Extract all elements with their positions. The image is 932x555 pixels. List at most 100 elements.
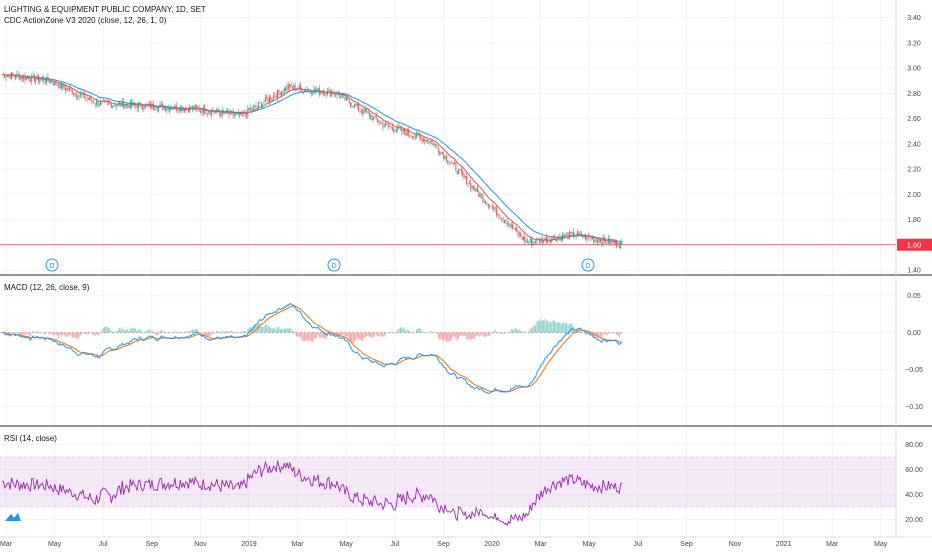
macd-histogram-bar [532,327,533,333]
candle-body [116,105,117,106]
macd-histogram-bar [193,331,194,333]
candle-body [122,101,123,106]
macd-histogram-bar [391,331,392,332]
macd-histogram-bar [214,333,215,334]
macd-histogram-bar [457,333,458,341]
macd-histogram-bar [287,328,288,333]
macd-histogram-bar [359,333,360,340]
candle-body [124,106,125,109]
time-tick-label: Jul [633,541,642,548]
macd-histogram-bar [57,333,58,336]
macd-histogram-bar [264,327,265,333]
candle-body [507,223,508,226]
macd-histogram-bar [462,333,463,336]
candle-body [427,140,428,142]
macd-histogram-bar [468,333,469,340]
dividend-marker: D [46,259,58,271]
candle-body [392,127,393,129]
macd-histogram-bar [104,327,105,333]
candle-body [414,136,415,138]
candle-body [463,174,464,177]
macd-histogram-bar [361,333,362,341]
candle-body [30,80,31,81]
candle-body [269,97,270,102]
macd-histogram-bar [619,333,620,337]
candle-body [354,104,355,108]
candle-body [172,108,173,109]
macd-histogram-bar [540,319,541,332]
macd-histogram-bar [474,333,475,339]
candle-body [366,112,367,113]
candle-body [539,239,540,243]
candle-body [531,239,532,245]
macd-histogram-bar [395,333,396,334]
candle-body [108,102,109,103]
candle-body [455,164,456,171]
candle-body [103,100,104,101]
candle-body [443,154,444,159]
macd-histogram-bar [319,333,320,338]
macd-legend[interactable]: MACD (12, 26, close, 9) [4,283,90,292]
macd-histogram-bar [115,332,116,333]
macd-histogram-bar [436,333,437,335]
candle-body [595,239,596,241]
macd-histogram-bar [554,321,555,332]
macd-histogram-bar [477,333,478,336]
rsi-legend[interactable]: RSI (14, close) [4,434,57,443]
macd-histogram-bar [308,333,309,341]
macd-histogram-bar [450,333,451,341]
price-tick-label: 2.00 [907,192,921,199]
candle-body [562,234,563,240]
candle-body [188,109,189,112]
candle-body [276,97,277,98]
macd-histogram-bar [96,333,97,334]
macd-histogram-bar [549,321,550,332]
candle-body [169,107,170,110]
candle-body [15,77,16,78]
candle-body [540,238,541,242]
candle-body [93,102,94,104]
candle-body [73,94,74,95]
macd-histogram-bar [54,333,55,335]
candle-body [381,122,382,123]
macd-histogram-bar [127,330,128,333]
macd-histogram-bar [208,333,209,336]
candle-body [430,141,431,143]
macd-histogram-bar [488,333,489,337]
macd-histogram-bar [445,333,446,341]
candle-body [126,104,127,106]
candle-body [79,95,80,97]
macd-histogram-bar [291,329,292,333]
candle-body [576,236,577,237]
candle-body [200,111,201,112]
macd-histogram-bar [370,333,371,337]
macd-histogram-bar [161,329,162,332]
candle-body [235,114,236,115]
candle-body [415,136,416,137]
candle-body [368,112,369,114]
indicator-legend[interactable]: CDC ActionZone V3 2020 (close, 12, 26, 1… [4,16,167,25]
macd-histogram-bar [56,333,57,336]
macd-histogram-bar [112,332,113,333]
macd-histogram-bar [20,333,21,335]
candle-body [477,188,478,192]
candle-body [43,78,44,81]
candle-body [396,130,397,131]
candle-body [272,99,273,100]
candle-body [81,94,82,95]
candle-body [416,133,417,137]
candle-body [349,99,350,103]
candle-body [99,105,100,106]
macd-histogram-bar [461,333,462,336]
candle-body [218,109,219,112]
candle-body [362,112,363,114]
candle-body [563,234,564,236]
macd-histogram-bar [183,332,184,333]
candle-body [373,117,374,120]
macd-histogram-bar [185,332,186,333]
candle-body [139,103,140,104]
macd-histogram-bar [309,333,310,341]
candle-body [395,132,396,133]
candle-body [553,236,554,238]
